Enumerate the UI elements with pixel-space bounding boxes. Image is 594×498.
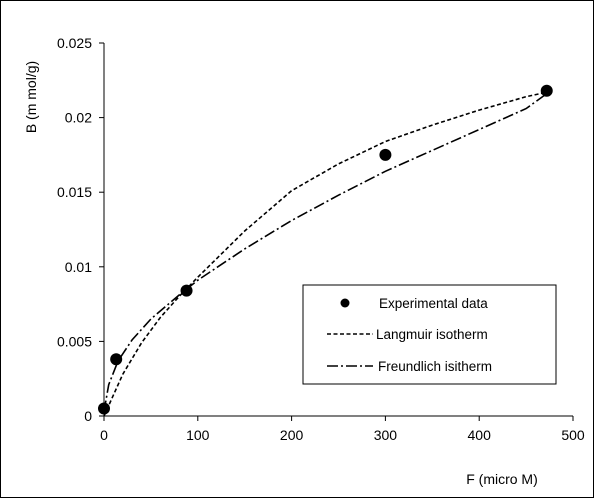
legend-label-experimental: Experimental data xyxy=(379,296,488,311)
x-tick-label: 500 xyxy=(561,427,585,443)
legend: Experimental data Langmuir isotherm Freu… xyxy=(302,284,557,385)
y-axis-title: B (m mol/g) xyxy=(23,61,39,133)
series-lines xyxy=(103,91,548,417)
axes xyxy=(103,43,573,417)
x-tick-label: 400 xyxy=(468,427,492,443)
y-ticks: 0 0.005 0.01 0.015 0.02 0.025 xyxy=(57,35,104,424)
legend-label-langmuir: Langmuir isotherm xyxy=(376,327,488,342)
data-point xyxy=(379,148,392,161)
x-tick-label: 100 xyxy=(186,427,210,443)
x-tick-label: 300 xyxy=(374,427,398,443)
y-tick-label: 0.01 xyxy=(65,259,92,275)
data-point xyxy=(180,284,193,297)
y-tick-label: 0.02 xyxy=(65,110,92,126)
x-tick-label: 200 xyxy=(280,427,304,443)
y-tick-label: 0.015 xyxy=(57,184,92,200)
data-point xyxy=(110,353,123,366)
series-line-freundlich xyxy=(103,93,548,412)
data-point xyxy=(540,84,553,97)
x-tick-label: 0 xyxy=(100,427,108,443)
y-tick-label: 0.005 xyxy=(57,333,92,349)
y-tick-label: 0.025 xyxy=(57,35,92,51)
x-ticks: 0 100 200 300 400 500 xyxy=(100,416,585,443)
legend-label-freundlich: Freundlich isitherm xyxy=(378,359,492,374)
legend-marker-experimental xyxy=(340,298,350,308)
y-tick-label: 0 xyxy=(84,408,92,424)
x-axis-title: F (micro M) xyxy=(466,471,538,487)
series-line-langmuir xyxy=(103,91,547,417)
